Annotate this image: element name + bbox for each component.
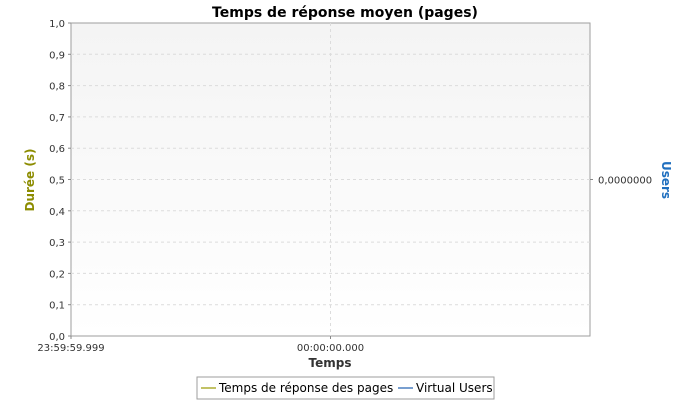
chart-title: Temps de réponse moyen (pages)	[212, 5, 478, 21]
y-tick-label: 1,0	[49, 19, 65, 30]
y-tick-label: 0,7	[49, 113, 65, 124]
x-tick-label: 00:00:00.000	[297, 343, 364, 354]
y-tick-label: 0,0	[49, 332, 65, 343]
y-axis-label: Durée (s)	[23, 149, 37, 212]
x-axis-ticks: 23:59:59.999 00:00:00.000	[37, 336, 364, 354]
y-tick-label: 0,1	[49, 301, 65, 312]
y-tick-label: 0,2	[49, 269, 65, 280]
legend: Temps de réponse des pages Virtual Users	[196, 376, 495, 400]
y-tick-label: 0,8	[49, 82, 65, 93]
y2-tick-label: 0,0000000	[598, 176, 652, 187]
x-axis-label: Temps	[309, 356, 352, 370]
y-tick-label: 0,4	[49, 207, 65, 218]
y-tick-label: 0,5	[49, 176, 65, 187]
y-axis-ticks: 0,0 0,1 0,2 0,3 0,4 0,5 0,6 0,7 0,8 0,9 1,0	[49, 19, 71, 343]
legend-entry-response-time: Temps de réponse des pages	[218, 381, 393, 395]
x-tick-label: 23:59:59.999	[37, 343, 104, 354]
y2-axis-label: Users	[659, 161, 673, 199]
y-tick-label: 0,3	[49, 238, 65, 249]
y2-axis-ticks: 0,0000000	[590, 176, 652, 187]
y-tick-label: 0,6	[49, 144, 65, 155]
legend-box	[196, 376, 495, 400]
legend-entry-virtual-users: Virtual Users	[416, 381, 493, 395]
y-tick-label: 0,9	[49, 50, 65, 61]
